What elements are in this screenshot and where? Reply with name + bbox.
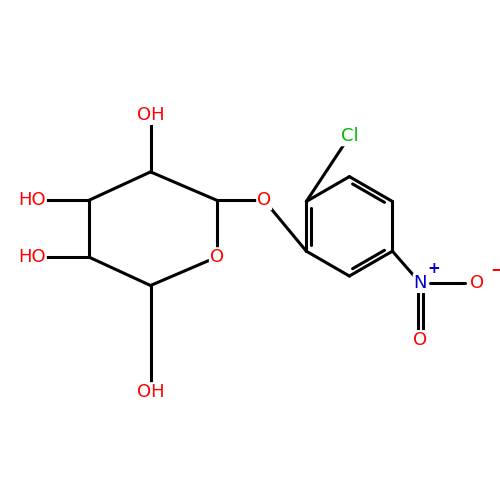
Text: Cl: Cl <box>340 128 358 146</box>
Text: OH: OH <box>136 383 164 401</box>
Text: HO: HO <box>18 192 46 210</box>
Text: −: − <box>490 260 500 278</box>
Text: +: + <box>428 262 440 276</box>
Text: O: O <box>257 192 271 210</box>
Text: O: O <box>210 248 224 266</box>
Text: N: N <box>414 274 427 292</box>
Text: O: O <box>414 331 428 349</box>
Text: OH: OH <box>136 106 164 124</box>
Text: O: O <box>470 274 484 292</box>
Text: HO: HO <box>18 248 46 266</box>
